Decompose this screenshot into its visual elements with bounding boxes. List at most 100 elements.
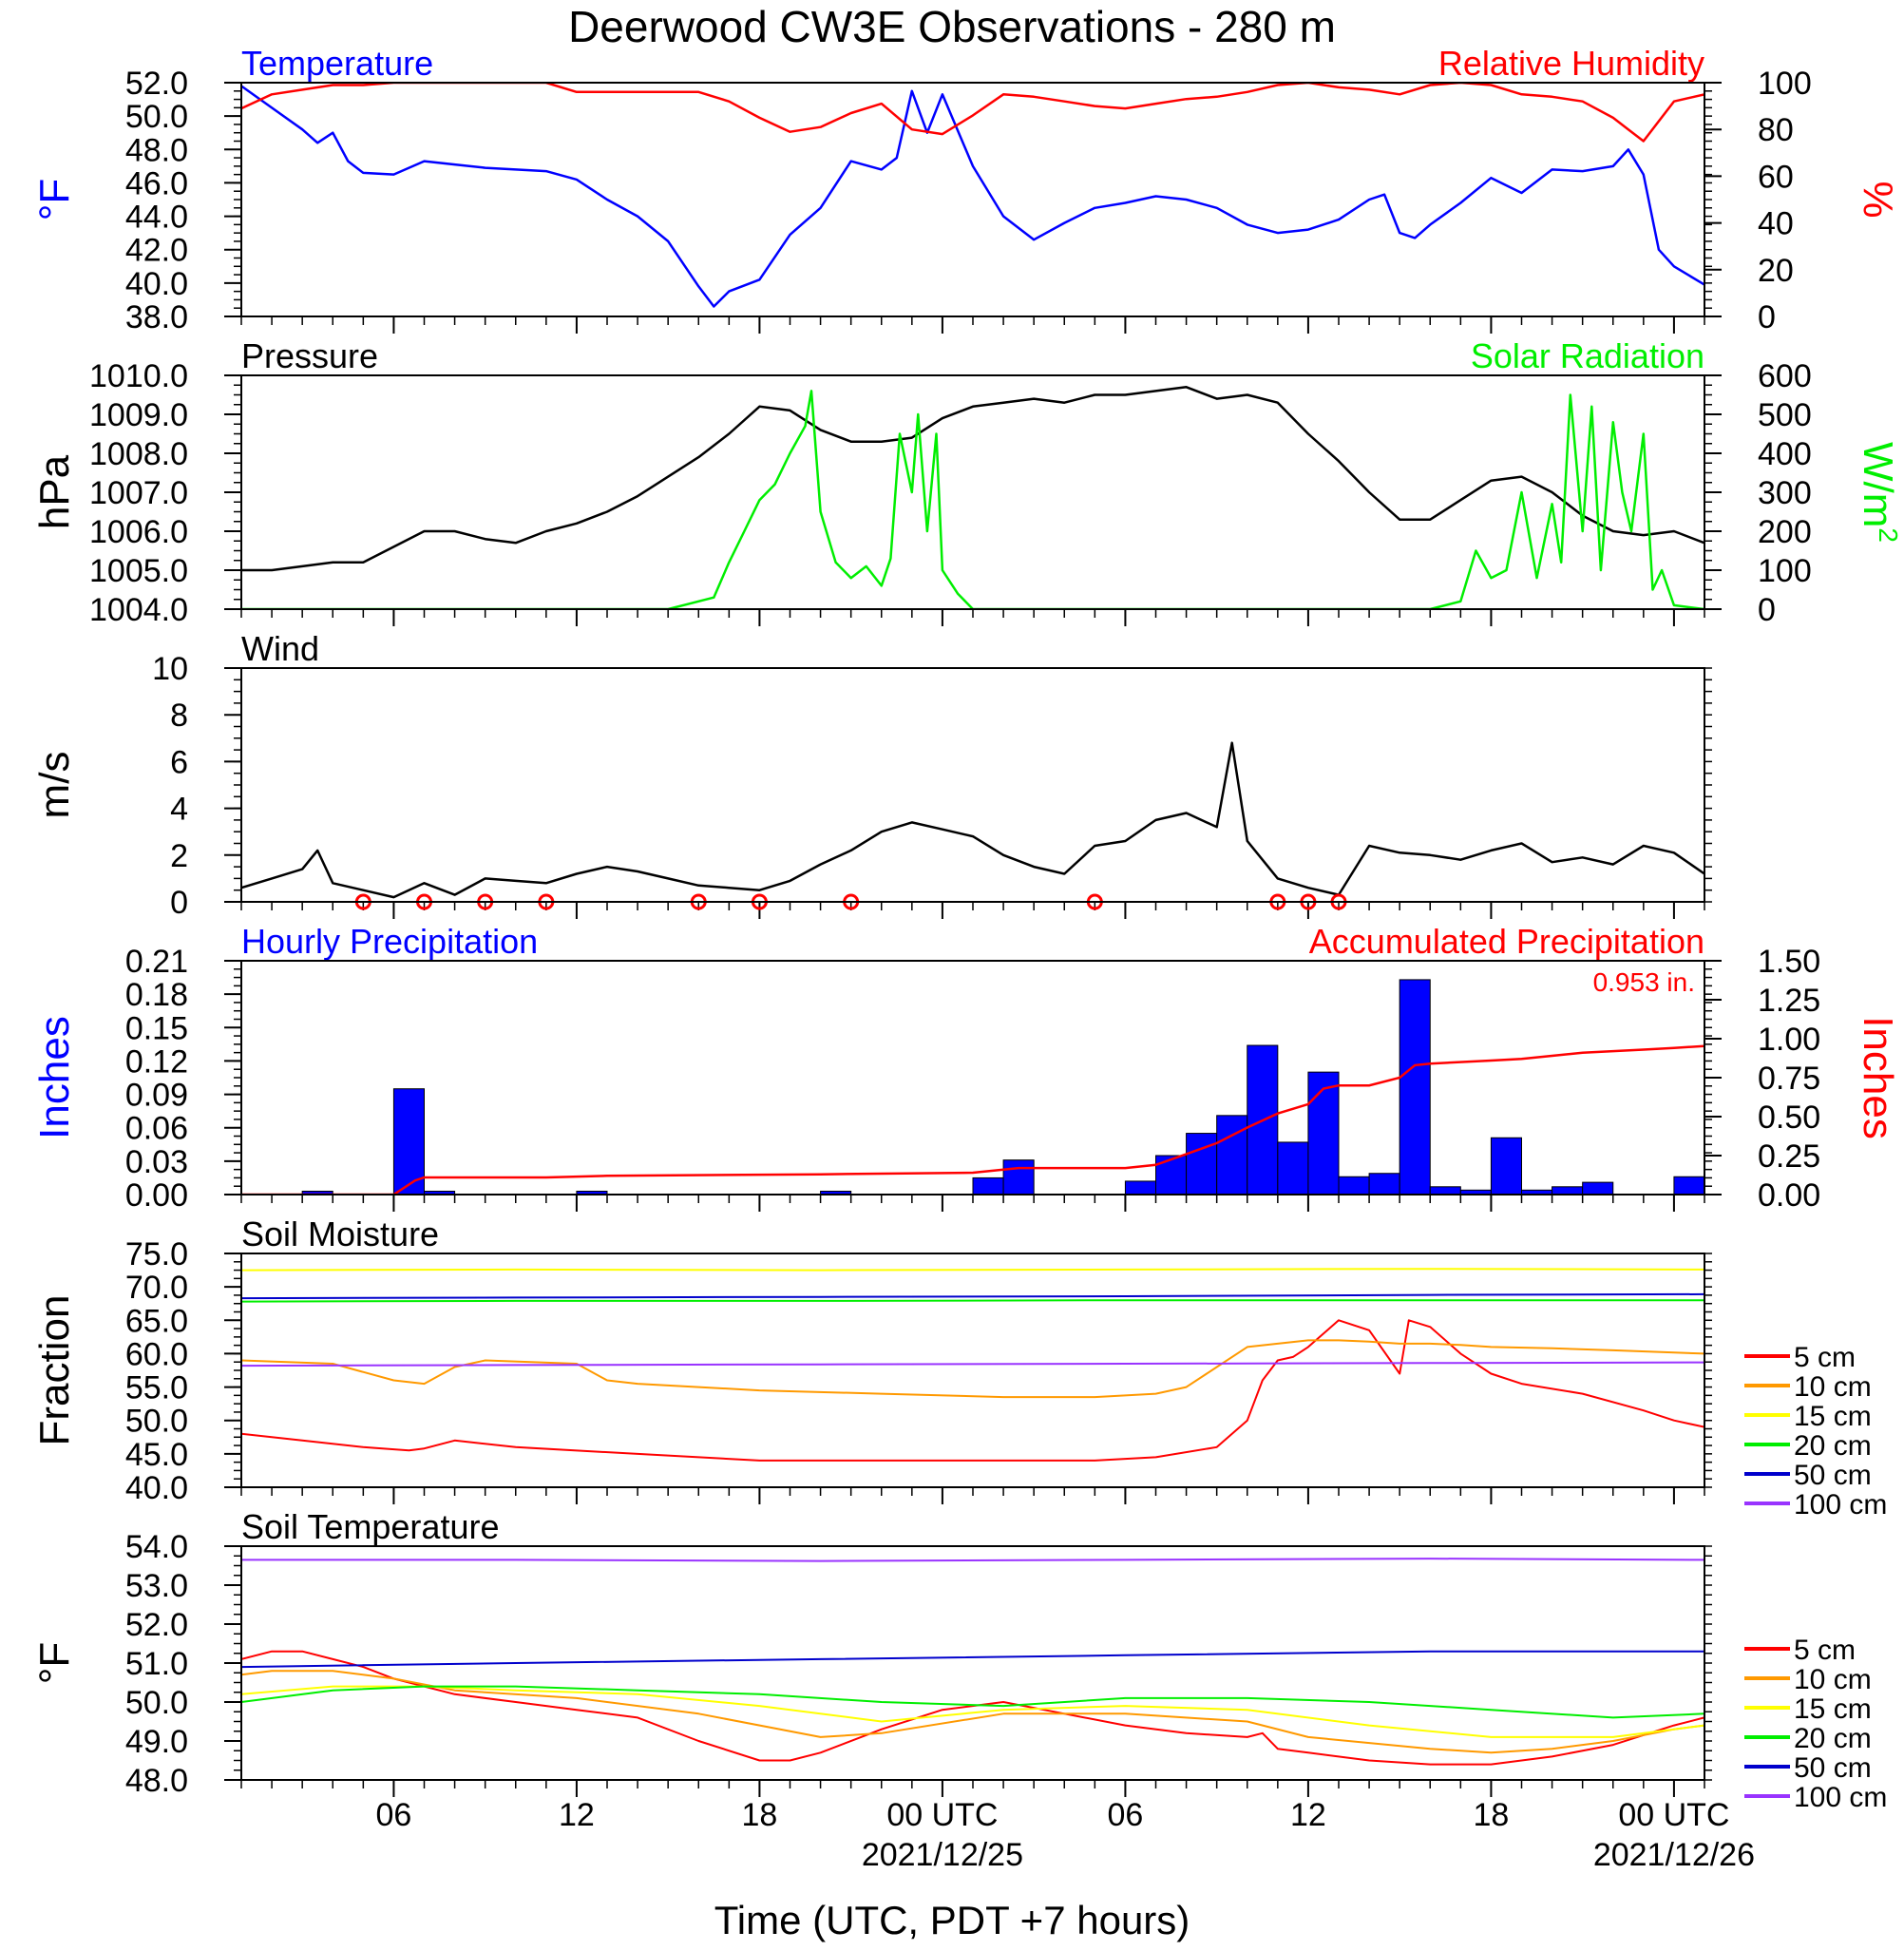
- left-tick-label: 1007.0: [89, 475, 188, 511]
- accumulated-total-label: 0.953 in.: [1593, 967, 1695, 997]
- legend-entry: 10 cm: [1794, 1371, 1872, 1403]
- left-tick-label: 0.12: [125, 1043, 188, 1080]
- plot-area: [241, 1268, 1704, 1462]
- series-line-relative-humidity: [241, 83, 1704, 143]
- left-tick-label: 51.0: [125, 1646, 188, 1682]
- panel-1: Temperature Relative Humidity°F %38.040.04…: [31, 44, 1901, 335]
- left-tick-label: 0: [170, 885, 188, 921]
- legend-entry: 50 cm: [1794, 1752, 1872, 1784]
- left-tick-label: 8: [170, 698, 188, 734]
- right-tick-label: 600: [1758, 358, 1812, 394]
- right-tick-label: 80: [1758, 112, 1794, 148]
- series-line-20-cm: [241, 1685, 1704, 1719]
- panel-frame: [240, 1253, 1705, 1488]
- y-axis-label-left: m/s: [31, 752, 78, 819]
- right-tick-label: 0.00: [1758, 1177, 1820, 1214]
- right-tick-label: 300: [1758, 475, 1812, 511]
- precip-bar: [1307, 1071, 1340, 1195]
- panel-frame: [240, 82, 1705, 317]
- left-tick-label: 48.0: [125, 1763, 188, 1799]
- right-tick-label: 0.75: [1758, 1061, 1820, 1097]
- left-tick-label: 1006.0: [89, 514, 188, 550]
- precip-bar: [1124, 1180, 1156, 1195]
- panel-frame: [240, 667, 1705, 903]
- y-axis-label-left: Fraction: [31, 1295, 78, 1446]
- x-tick-label: 18: [742, 1797, 778, 1833]
- y-axis-label-left: hPa: [31, 454, 78, 529]
- legend-entry: 20 cm: [1794, 1723, 1872, 1754]
- left-tick-label: 52.0: [125, 66, 188, 102]
- x-tick-label: 06: [1108, 1797, 1144, 1833]
- left-tick-label: 0.06: [125, 1111, 188, 1147]
- accumulated-line: [241, 1044, 1704, 1195]
- precip-bar: [820, 1190, 852, 1195]
- legend-entry: 15 cm: [1794, 1401, 1872, 1432]
- left-tick-label: 50.0: [125, 1685, 188, 1721]
- panel-left-title: Pressure: [241, 336, 378, 375]
- left-tick-label: 65.0: [125, 1303, 188, 1339]
- panel-left-title: Temperature: [241, 44, 433, 83]
- series-line-15-cm: [241, 1685, 1704, 1738]
- y-axis-label-left: °F: [31, 179, 78, 220]
- legend-entry: 15 cm: [1794, 1693, 1872, 1725]
- chart-title: Deerwood CW3E Observations - 280 m: [568, 2, 1336, 51]
- y-axis-label-left: °F: [31, 1642, 78, 1684]
- right-tick-label: 100: [1758, 66, 1812, 102]
- left-tick-label: 2: [170, 838, 188, 874]
- right-tick-label: 1.25: [1758, 983, 1820, 1019]
- x-tick-label: 00 UTC: [886, 1797, 998, 1833]
- left-tick-label: 46.0: [125, 165, 188, 201]
- precip-bar: [301, 1190, 333, 1195]
- precip-bar: [1490, 1137, 1522, 1195]
- right-tick-label: 100: [1758, 553, 1812, 589]
- left-tick-label: 0.09: [125, 1078, 188, 1114]
- right-tick-label: 0: [1758, 592, 1776, 628]
- precip-bar: [1277, 1141, 1309, 1195]
- legend-entry: 100 cm: [1794, 1489, 1887, 1521]
- plot-area: [241, 386, 1704, 609]
- x-axis: 06 12 18 00 UTC 06 12 18 00 UTC 2021/12/25 2021/1…: [376, 1797, 1755, 1873]
- panel-4: Hourly Precipitation Accumulated Precipit…: [31, 922, 1901, 1214]
- left-tick-label: 60.0: [125, 1336, 188, 1372]
- precip-bar: [576, 1190, 608, 1195]
- series-line-solar-radiation: [241, 390, 1704, 609]
- y-axis-label-right-sup: 2: [1874, 527, 1903, 543]
- left-tick-label: 6: [170, 744, 188, 780]
- x-date-label: 2021/12/25: [862, 1837, 1023, 1873]
- panel-left-title: Soil Temperature: [241, 1507, 499, 1546]
- precip-bar: [1582, 1181, 1614, 1195]
- series-line-10-cm: [241, 1339, 1704, 1399]
- precip-bar: [424, 1190, 456, 1195]
- panel-frame: [240, 374, 1705, 610]
- left-tick-label: 10: [152, 651, 188, 687]
- x-axis-label: Time (UTC, PDT +7 hours): [714, 1898, 1190, 1942]
- y-axis-label-right: W/m2: [1855, 442, 1903, 543]
- left-tick-label: 40.0: [125, 1470, 188, 1506]
- x-date-label: 2021/12/26: [1593, 1837, 1755, 1873]
- plot-area: [241, 741, 1704, 899]
- panel-6: Soil Temperature °F 48.049.050.051.052.053…: [31, 1507, 1887, 1813]
- left-tick-label: 1008.0: [89, 436, 188, 472]
- precip-bar: [1399, 979, 1431, 1195]
- x-tick-label: 06: [376, 1797, 412, 1833]
- precip-bar: [1002, 1159, 1035, 1195]
- series-line-100-cm: [241, 1361, 1704, 1368]
- left-tick-label: 0.03: [125, 1144, 188, 1180]
- panel-left-title: Soil Moisture: [241, 1215, 439, 1253]
- panel-left-title: Hourly Precipitation: [241, 922, 538, 961]
- series-line-10-cm: [241, 1670, 1704, 1754]
- panel-right-title: Accumulated Precipitation: [1309, 922, 1704, 961]
- left-tick-label: 1005.0: [89, 553, 188, 589]
- y-axis-label-right: Inches: [1855, 1016, 1901, 1139]
- y-axis-label-left: Inches: [31, 1016, 78, 1139]
- series-line-50-cm: [241, 1650, 1704, 1669]
- x-tick-label: 12: [1290, 1797, 1326, 1833]
- left-tick-label: 38.0: [125, 299, 188, 335]
- left-tick-label: 49.0: [125, 1724, 188, 1760]
- left-tick-label: 75.0: [125, 1236, 188, 1272]
- left-tick-label: 48.0: [125, 132, 188, 168]
- right-tick-label: 40: [1758, 206, 1794, 242]
- panel-right-title: Relative Humidity: [1438, 44, 1704, 83]
